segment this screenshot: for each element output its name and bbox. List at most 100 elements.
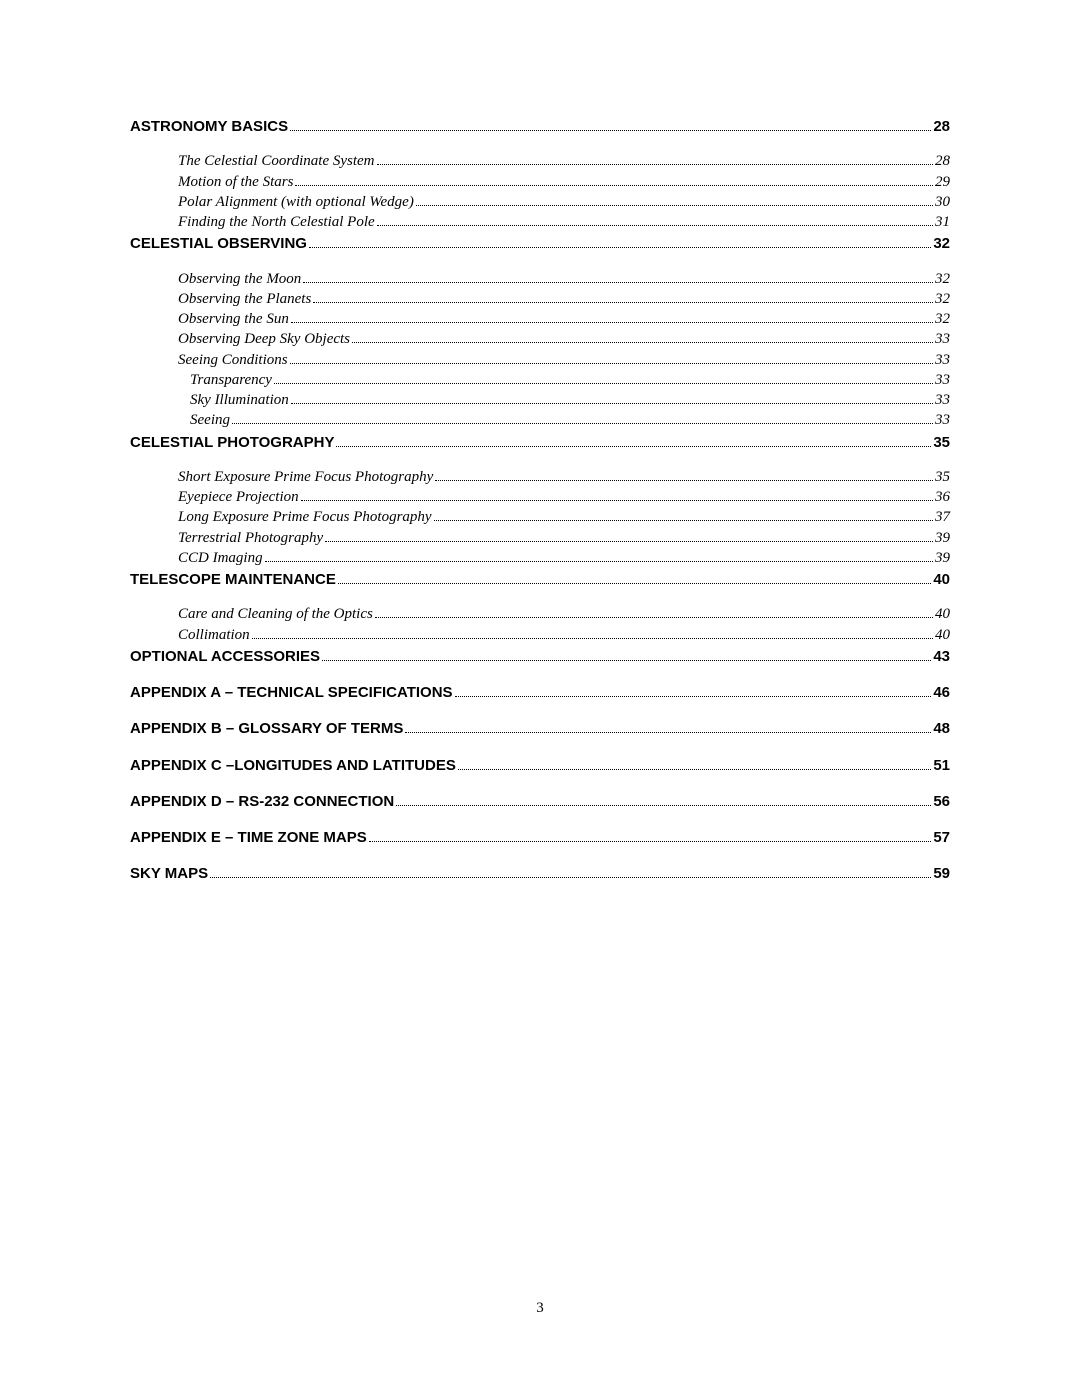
toc-leader-dots — [313, 291, 933, 303]
toc-leader-dots — [252, 626, 933, 638]
toc-entry-page: 33 — [935, 329, 950, 349]
toc-entry-label: Polar Alignment (with optional Wedge) — [178, 192, 414, 212]
toc-entry-label: CELESTIAL OBSERVING — [130, 234, 307, 254]
toc-entry-page: 43 — [933, 647, 950, 667]
toc-entry-label: Observing the Sun — [178, 309, 289, 329]
toc-entry: OPTIONAL ACCESSORIES 43 — [130, 647, 950, 667]
toc-entry-label: Collimation — [178, 625, 250, 645]
toc-leader-dots — [338, 572, 931, 584]
toc-entry-page: 37 — [935, 507, 950, 527]
toc-leader-dots — [291, 392, 933, 404]
toc-entry-page: 59 — [933, 864, 950, 884]
toc-entry-page: 29 — [935, 172, 950, 192]
toc-entry-page: 33 — [935, 370, 950, 390]
toc-entry-page: 35 — [935, 467, 950, 487]
toc-entry: Motion of the Stars 29 — [130, 172, 950, 192]
toc-section-gap — [130, 812, 950, 826]
toc-entry-label: APPENDIX C –LONGITUDES AND LATITUDES — [130, 756, 456, 776]
toc-leader-dots — [435, 469, 933, 481]
toc-entry-page: 32 — [935, 309, 950, 329]
toc-entry-label: APPENDIX D – RS-232 CONNECTION — [130, 792, 394, 812]
toc-entry-page: 57 — [933, 828, 950, 848]
toc-section-gap — [130, 848, 950, 862]
toc-entry-label: SKY MAPS — [130, 864, 208, 884]
toc-entry-page: 32 — [933, 234, 950, 254]
toc-entry-label: Observing Deep Sky Objects — [178, 329, 350, 349]
toc-entry-label: APPENDIX A – TECHNICAL SPECIFICATIONS — [130, 683, 453, 703]
toc-leader-dots — [377, 214, 933, 226]
toc-entry-label: Sky Illumination — [190, 390, 289, 410]
toc-section-gap — [130, 255, 950, 269]
toc-entry: Care and Cleaning of the Optics40 — [130, 604, 950, 624]
toc-entry: TELESCOPE MAINTENANCE40 — [130, 570, 950, 590]
toc-entry-page: 56 — [933, 792, 950, 812]
toc-section-gap — [130, 703, 950, 717]
toc-entry: ASTRONOMY BASICS28 — [130, 117, 950, 137]
toc-section-gap — [130, 776, 950, 790]
toc-entry-label: Finding the North Celestial Pole — [178, 212, 375, 232]
toc-entry-page: 31 — [935, 212, 950, 232]
toc-entry: The Celestial Coordinate System28 — [130, 151, 950, 171]
toc-entry-page: 28 — [935, 151, 950, 171]
toc-entry-page: 39 — [935, 528, 950, 548]
toc-entry-page: 32 — [935, 269, 950, 289]
toc-leader-dots — [210, 866, 931, 878]
toc-entry-page: 35 — [933, 433, 950, 453]
toc-leader-dots — [290, 119, 931, 131]
toc-entry-page: 33 — [935, 410, 950, 430]
toc-section-gap — [130, 137, 950, 151]
toc-leader-dots — [352, 331, 933, 343]
toc-entry-label: Long Exposure Prime Focus Photography — [178, 507, 432, 527]
toc-entry: APPENDIX B – GLOSSARY OF TERMS 48 — [130, 719, 950, 739]
toc-entry: APPENDIX A – TECHNICAL SPECIFICATIONS 46 — [130, 683, 950, 703]
toc-entry-label: Motion of the Stars — [178, 172, 293, 192]
toc-entry: APPENDIX E – TIME ZONE MAPS57 — [130, 828, 950, 848]
toc-leader-dots — [290, 351, 933, 363]
toc-entry: APPENDIX D – RS-232 CONNECTION 56 — [130, 792, 950, 812]
toc-section-gap — [130, 453, 950, 467]
toc-entry: Sky Illumination 33 — [130, 390, 950, 410]
toc-entry: Eyepiece Projection36 — [130, 487, 950, 507]
toc-entry-page: 40 — [935, 625, 950, 645]
toc-entry-label: Seeing Conditions — [178, 350, 288, 370]
toc-entry-label: Observing the Moon — [178, 269, 301, 289]
toc-entry-page: 39 — [935, 548, 950, 568]
toc-leader-dots — [301, 489, 933, 501]
toc-entry: Observing Deep Sky Objects 33 — [130, 329, 950, 349]
toc-leader-dots — [265, 550, 933, 562]
toc-entry: Seeing Conditions 33 — [130, 350, 950, 370]
toc-entry: Collimation 40 — [130, 625, 950, 645]
toc-leader-dots — [322, 649, 931, 661]
toc-entry: Transparency 33 — [130, 370, 950, 390]
toc-entry: Polar Alignment (with optional Wedge) 30 — [130, 192, 950, 212]
toc-entry-label: CELESTIAL PHOTOGRAPHY — [130, 433, 334, 453]
toc-entry: Seeing33 — [130, 410, 950, 430]
toc-leader-dots — [396, 794, 931, 806]
toc-entry-label: CCD Imaging — [178, 548, 263, 568]
toc-leader-dots — [375, 606, 933, 618]
toc-entry-label: OPTIONAL ACCESSORIES — [130, 647, 320, 667]
toc-entry-label: Care and Cleaning of the Optics — [178, 604, 373, 624]
toc-leader-dots — [369, 830, 932, 842]
toc-entry: Terrestrial Photography39 — [130, 528, 950, 548]
toc-entry-page: 33 — [935, 350, 950, 370]
toc-leader-dots — [405, 721, 931, 733]
toc-entry-page: 51 — [933, 756, 950, 776]
toc-entry-page: 28 — [933, 117, 950, 137]
toc-entry-label: Transparency — [190, 370, 272, 390]
toc-leader-dots — [274, 372, 933, 384]
toc-entry-label: Eyepiece Projection — [178, 487, 299, 507]
toc-entry-label: Short Exposure Prime Focus Photography — [178, 467, 433, 487]
toc-leader-dots — [232, 412, 933, 424]
toc-entry-page: 33 — [935, 390, 950, 410]
toc-leader-dots — [434, 509, 933, 521]
toc-entry-page: 30 — [935, 192, 950, 212]
toc-entry-page: 46 — [933, 683, 950, 703]
toc-leader-dots — [455, 685, 932, 697]
toc-entry: APPENDIX C –LONGITUDES AND LATITUDES 51 — [130, 756, 950, 776]
toc-entry: Long Exposure Prime Focus Photography 37 — [130, 507, 950, 527]
toc-entry-page: 48 — [933, 719, 950, 739]
toc-entry: CELESTIAL OBSERVING 32 — [130, 234, 950, 254]
toc-entry: Observing the Sun 32 — [130, 309, 950, 329]
toc-entry-label: APPENDIX B – GLOSSARY OF TERMS — [130, 719, 403, 739]
